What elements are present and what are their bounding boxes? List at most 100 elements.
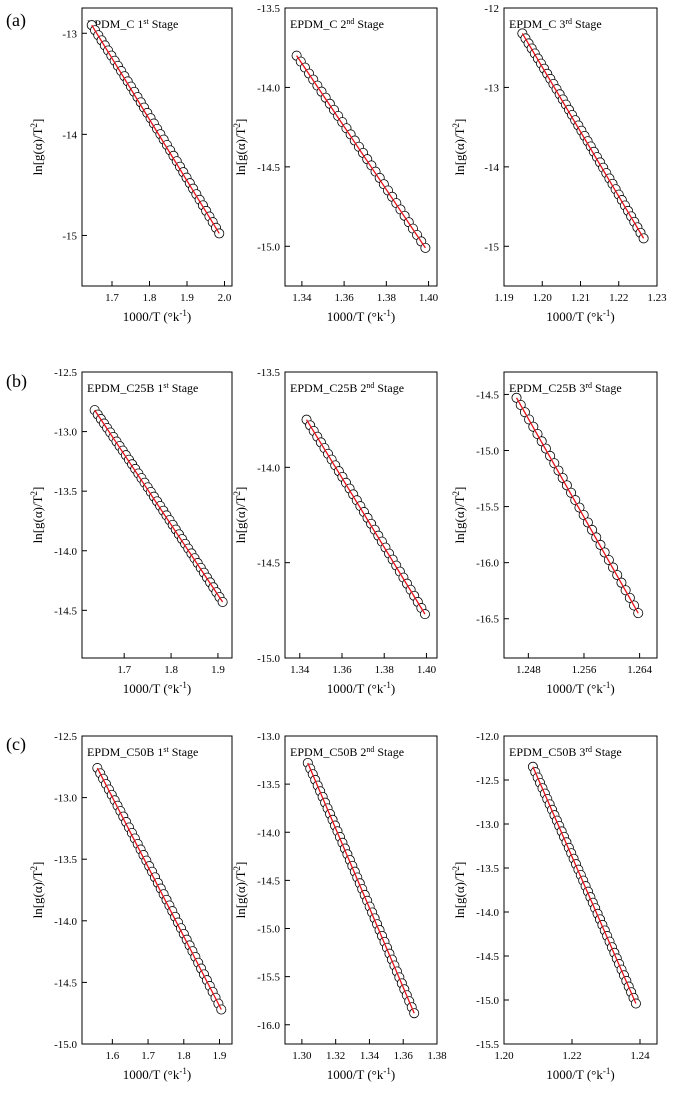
row-label-c: (c) xyxy=(6,734,26,755)
y-tick-label: -15.5 xyxy=(476,502,499,514)
title-rest: Stage xyxy=(374,381,404,395)
y-label-main: ln[g(α)/T xyxy=(452,870,467,918)
title-main: EPDM_C50B 2 xyxy=(290,745,366,759)
x-tick-label: 1.248 xyxy=(516,664,541,676)
y-tick-label: -14.0 xyxy=(257,827,280,839)
x-tick-label: 1.22 xyxy=(562,1050,581,1062)
x-tick-label: 1.22 xyxy=(609,292,628,304)
y-tick-label: -12.5 xyxy=(54,731,77,743)
data-point xyxy=(419,609,430,620)
x-tick-label: 1.36 xyxy=(334,292,354,304)
y-axis-label: ln[g(α)/T2] xyxy=(232,862,248,919)
y-tick-label: -15.0 xyxy=(476,995,499,1007)
x-label-main: 1000/T (°k xyxy=(327,1067,384,1082)
x-tick-label: 1.264 xyxy=(627,664,652,676)
chart-title: EPDM_C50B 1st Stage xyxy=(87,745,198,760)
y-label-sup: 2 xyxy=(232,491,242,496)
y-tick-label: -14.0 xyxy=(257,82,280,94)
y-label-sup: 2 xyxy=(29,491,39,496)
x-tick-label: 1.34 xyxy=(360,1050,380,1062)
linear-fit-line xyxy=(515,397,639,614)
title-main: EPDM_C50B 3 xyxy=(509,745,585,759)
y-tick-label: -12.0 xyxy=(476,731,499,743)
x-label-sup: -1 xyxy=(179,308,187,318)
x-label-end: ) xyxy=(187,681,191,696)
plot-frame xyxy=(503,371,658,659)
chart-title: EPDM_C 2nd Stage xyxy=(290,17,384,32)
y-tick-label: -13.0 xyxy=(476,819,499,831)
x-tick-label: 1.8 xyxy=(177,1050,191,1062)
x-label-end: ) xyxy=(187,309,191,324)
y-label-main: ln[g(α)/T xyxy=(30,870,45,918)
chart-title: EPDM_C 1st Stage xyxy=(87,17,178,32)
y-tick-label: -13.5 xyxy=(476,863,499,875)
panel-2: 1.34 1.36 1.38 1.40 -13.5 -14.0 -14.5 -15.0 EPDM… xyxy=(232,3,439,324)
x-label-end: ) xyxy=(391,681,395,696)
y-tick-label: -15.5 xyxy=(476,1039,499,1051)
x-axis-label: 1000/T (°k-1) xyxy=(546,680,614,696)
y-tick-label: -13.5 xyxy=(257,3,280,15)
title-sup: rd xyxy=(585,381,592,390)
plot-frame xyxy=(81,7,233,287)
x-tick-label: 1.7 xyxy=(117,664,131,676)
data-point xyxy=(638,233,649,244)
y-tick-label: -15.0 xyxy=(257,924,280,936)
x-tick-label: 1.8 xyxy=(164,664,178,676)
x-tick-label: 1.38 xyxy=(375,664,395,676)
x-tick-label: 1.9 xyxy=(213,1050,227,1062)
chart-title: EPDM_C 3rd Stage xyxy=(509,17,602,32)
panel-5: 1.34 1.36 1.38 1.40 -13.5 -14.0 -14.5 -15.0 EPDM… xyxy=(232,367,438,696)
panel-9: 1.20 1.22 1.24 -12.0 -12.5 -13.0 -13.5 -14.0 -14… xyxy=(451,731,658,1082)
plot-frame xyxy=(284,7,438,287)
y-tick-label: -16.5 xyxy=(476,614,499,626)
panel-1: 1.7 1.8 1.9 2.0 -13 -14 -15 EPDM_C 1st Stage 100… xyxy=(29,7,233,324)
title-rest: Stage xyxy=(354,17,384,31)
y-tick-label: -13.5 xyxy=(257,367,280,379)
x-label-main: 1000/T (°k xyxy=(123,681,180,696)
x-tick-label: 1.38 xyxy=(377,292,397,304)
y-tick-label: -14 xyxy=(484,162,499,174)
y-tick-label: -15.0 xyxy=(476,446,499,458)
x-label-sup: -1 xyxy=(383,308,391,318)
x-label-main: 1000/T (°k xyxy=(123,1067,180,1082)
title-main: EPDM_C25B 1 xyxy=(87,381,163,395)
x-label-end: ) xyxy=(187,1067,191,1082)
plot-frame xyxy=(81,371,233,659)
x-axis-label: 1000/T (°k-1) xyxy=(123,1066,191,1082)
y-tick-label: -14.5 xyxy=(54,977,77,989)
linear-fit-line xyxy=(91,24,220,234)
x-label-main: 1000/T (°k xyxy=(327,681,384,696)
y-axis-label: ln[g(α)/T2] xyxy=(232,487,248,544)
y-tick-label: -15.0 xyxy=(54,1039,77,1051)
plot-frame xyxy=(284,735,438,1045)
x-label-end: ) xyxy=(610,1067,614,1082)
x-axis-label: 1000/T (°k-1) xyxy=(327,1066,395,1082)
y-tick-label: -12.5 xyxy=(54,367,77,379)
title-sup: rd xyxy=(565,17,572,26)
x-label-sup: -1 xyxy=(383,680,391,690)
y-label-end: ] xyxy=(233,119,248,123)
panel-4: 1.7 1.8 1.9 -12.5 -13.0 -13.5 -14.0 -14.5 EPDM_C… xyxy=(29,367,233,696)
y-label-end: ] xyxy=(30,487,45,491)
y-axis-label: ln[g(α)/T2] xyxy=(29,119,45,176)
panel-8: 1.30 1.32 1.34 1.36 1.38 -13.0 -13.5 -14.0 -14.5… xyxy=(232,731,447,1082)
y-tick-label: -14.0 xyxy=(257,462,280,474)
y-tick-label: -13 xyxy=(62,28,77,40)
linear-fit-line xyxy=(532,766,637,1004)
x-label-sup: -1 xyxy=(603,680,611,690)
y-tick-label: -14.5 xyxy=(476,951,499,963)
plot-frame xyxy=(284,371,438,659)
x-label-sup: -1 xyxy=(383,1066,391,1076)
y-label-end: ] xyxy=(452,487,467,491)
x-tick-label: 1.20 xyxy=(494,1050,514,1062)
y-label-end: ] xyxy=(30,862,45,866)
x-tick-label: 1.7 xyxy=(105,292,119,304)
x-label-sup: -1 xyxy=(603,308,611,318)
x-tick-label: 1.32 xyxy=(326,1050,345,1062)
y-label-sup: 2 xyxy=(29,123,39,128)
panel-7: 1.6 1.7 1.8 1.9 -12.5 -13.0 -13.5 -14.0 -14.5 -15… xyxy=(29,731,233,1082)
x-tick-label: 1.30 xyxy=(292,1050,312,1062)
x-label-sup: -1 xyxy=(179,680,187,690)
y-axis-label: ln[g(α)/T2] xyxy=(232,119,248,176)
